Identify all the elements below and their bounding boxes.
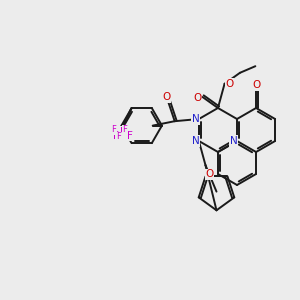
Text: N: N [192, 136, 200, 146]
Text: F: F [122, 125, 127, 134]
Text: O: O [162, 92, 170, 102]
Text: F: F [120, 127, 126, 137]
Text: F: F [111, 125, 116, 134]
Text: F: F [113, 131, 119, 141]
Text: O: O [206, 169, 214, 179]
Text: N: N [229, 136, 237, 146]
Text: N: N [230, 136, 238, 146]
Text: O: O [225, 79, 234, 89]
Text: F: F [116, 132, 121, 141]
Text: N: N [192, 114, 200, 124]
Text: F: F [127, 131, 133, 141]
Text: O: O [194, 93, 202, 103]
Text: O: O [252, 80, 260, 90]
